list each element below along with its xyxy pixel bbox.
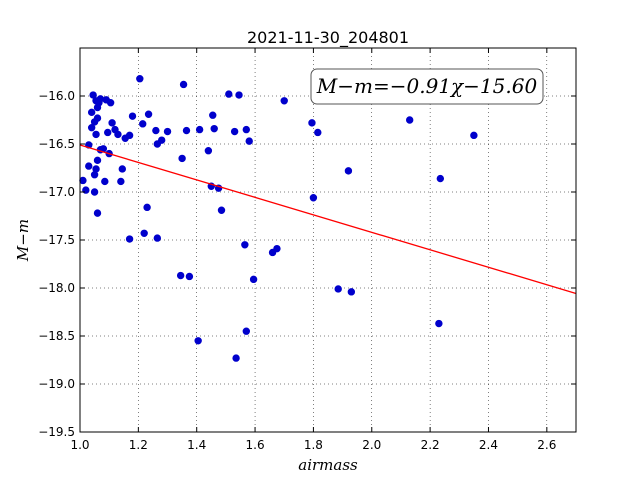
data-point [347,288,356,296]
y-tick-label: −16.5 [38,137,75,151]
data-point [157,136,166,144]
data-point [435,319,443,328]
data-point [118,165,127,173]
annotation-text: M−m=−0.91χ−15.60 [316,74,538,98]
data-point [106,99,115,107]
data-point [92,165,100,173]
data-point [125,131,134,140]
data-point [85,162,93,170]
data-point [241,241,249,249]
x-axis-label: airmass [298,456,358,474]
axis-ticks: 1.0 1.2 1.4 1.6 1.8 2.0 2.2 2.4 2.6 −16.0 −16.5 −17… [38,48,576,452]
y-tick-label: −19.0 [38,377,75,391]
data-point [89,91,97,99]
data-point [232,354,240,362]
data-point [87,123,96,132]
chart-title: 2021-11-30_204801 [247,28,409,48]
data-point [249,275,258,284]
data-point [242,125,251,134]
data-point [314,128,322,137]
data-point [93,156,102,165]
x-tick-label: 2.6 [537,438,556,452]
data-point [90,188,99,196]
data-point [334,285,342,293]
x-tick-label: 1.8 [304,438,323,452]
data-point [245,137,253,145]
data-point [143,203,151,212]
annotation-box [310,68,544,105]
data-point [405,116,414,124]
data-point [235,91,243,99]
fit-annotation: M−m=−0.91χ−15.60 [310,68,544,105]
data-point [163,127,172,136]
data-point [273,244,281,253]
data-point [210,124,218,133]
data-point [436,174,445,183]
data-point [204,147,213,155]
y-tick-label: −17.0 [38,185,75,199]
data-point [104,128,112,137]
y-tick-label: −18.5 [38,329,75,343]
data-point [217,206,226,214]
data-point [179,80,188,89]
data-point [95,99,103,107]
data-point [309,194,318,202]
data-point [92,130,100,139]
data-point [93,114,102,122]
data-point [308,119,316,127]
y-tick-label: −18.0 [38,281,75,295]
x-tick-label: 1.0 [70,438,89,452]
data-point [87,108,96,117]
plot-area [79,75,577,362]
data-point [79,176,87,185]
data-point [101,177,109,186]
y-tick-label: −16.0 [38,89,75,103]
data-point [153,234,162,242]
data-point [182,126,191,135]
data-point [176,271,185,280]
x-tick-label: 1.2 [129,438,148,452]
data-point [144,110,153,118]
data-point [194,337,202,345]
data-point [125,235,134,243]
data-point [344,167,353,175]
y-axis-label: M−m [14,219,32,262]
data-point [136,75,144,83]
data-point [230,127,239,136]
x-tick-label: 2.0 [362,438,381,452]
data-point [117,177,125,186]
x-tick-label: 1.6 [246,438,265,452]
data-point [114,130,122,139]
fit-line [79,144,577,295]
data-point [140,229,148,237]
data-point [470,131,478,140]
data-point [209,111,217,119]
x-tick-label: 1.4 [187,438,206,452]
data-point [93,209,102,217]
x-tick-label: 2.4 [479,438,498,452]
y-tick-label: −17.5 [38,233,75,247]
data-point [195,125,204,134]
data-point [242,327,251,335]
data-point [108,119,116,127]
data-point [225,90,233,98]
x-tick-label: 2.2 [421,438,440,452]
data-point [185,272,194,281]
y-tick-label: −19.5 [38,425,75,439]
data-point [152,126,160,135]
data-point [139,120,147,128]
data-point [128,112,137,120]
data-point [178,154,186,163]
data-point [280,97,288,105]
